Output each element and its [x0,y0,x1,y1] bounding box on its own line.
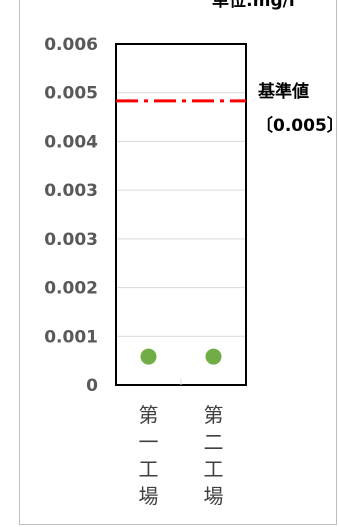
y-tick-label: 0.006 [44,35,98,55]
y-tick-label: 0.005 [44,84,98,104]
x-category-label-char: 一 [139,430,159,454]
x-category-label-char: 場 [204,484,224,508]
y-tick-label: 0 [86,376,98,396]
data-point [205,348,222,365]
x-category-label-char: 第 [204,403,224,427]
chart-frame [19,0,337,525]
grid-lines [116,92,246,337]
x-category-label-char: 二 [204,430,224,454]
x-category-label-char: 場 [139,484,159,508]
y-tick-label: 0.004 [44,132,98,152]
unit-label: 単位:mg/l [212,0,295,11]
data-point [140,348,157,365]
reference-line-value-label: 〔0.005〕 [256,115,339,136]
y-tick-label: 0.001 [44,327,98,347]
plot-area-border [115,43,247,386]
x-category-label-char: 第 [139,403,159,427]
reference-line-label: 基準値 [257,81,309,102]
x-category-label-char: 工 [204,457,224,481]
y-axis-tick-labels: 0 0.001 0.002 0.003 0.003 0.004 0.005 0.006 [44,35,98,396]
y-tick-label: 0.003 [44,230,98,250]
y-tick-label: 0.003 [44,181,98,201]
data-points [140,348,222,365]
y-tick-label: 0.002 [44,279,98,299]
x-category-label-char: 工 [139,457,159,481]
